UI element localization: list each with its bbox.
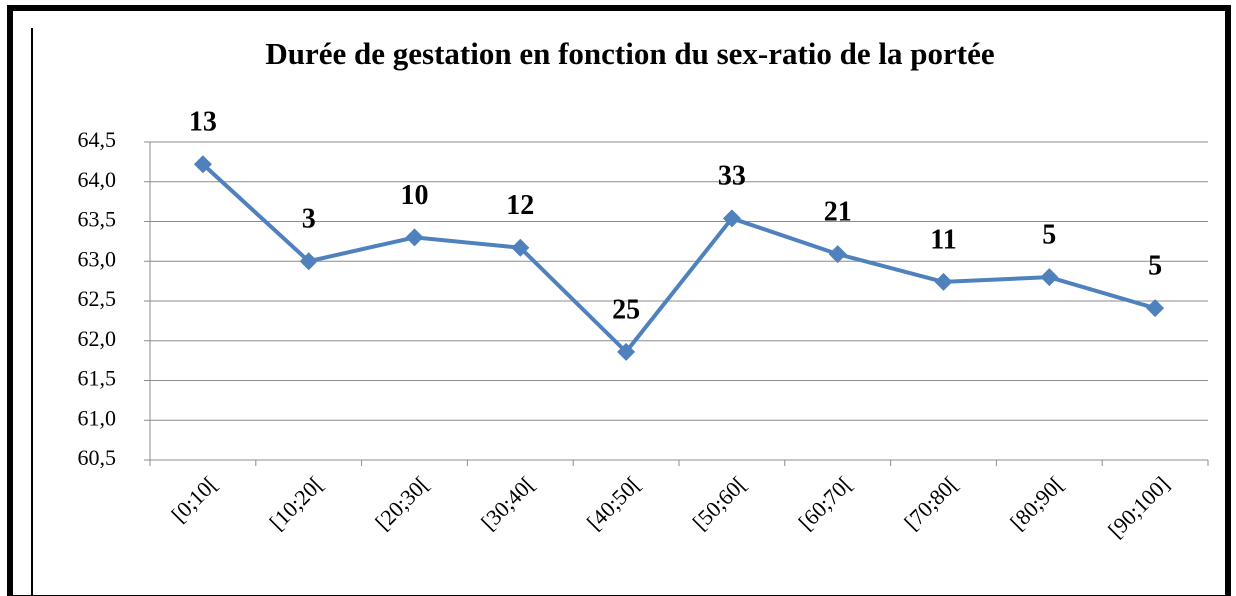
x-tick-label: [50;60[: [688, 471, 751, 534]
chart-title: Durée de gestation en fonction du sex-ra…: [265, 36, 995, 71]
marker: [722, 209, 741, 228]
marker: [1040, 268, 1059, 287]
y-tick-label: 60,5: [78, 445, 117, 470]
annotation: 3: [302, 204, 316, 235]
annotation: 12: [506, 190, 534, 221]
y-tick-label: 62,0: [78, 326, 117, 351]
y-tick-label: 62,5: [78, 286, 117, 311]
line: [201, 162, 1156, 354]
annotation: 25: [612, 294, 640, 325]
marker: [299, 252, 318, 271]
x-tick-label: [40;50[: [582, 471, 645, 534]
annotation: 21: [824, 197, 852, 228]
annotation: 5: [1042, 220, 1056, 251]
marker: [193, 155, 212, 174]
annotation: 13: [189, 107, 217, 138]
y-tick-label: 64,5: [78, 127, 117, 152]
x-tick-label: [30;40[: [476, 471, 539, 534]
annotation: 11: [930, 224, 956, 255]
annotation: 10: [401, 180, 429, 211]
marker: [828, 245, 847, 264]
marker: [617, 342, 636, 361]
x-tick-label: [60;70[: [793, 471, 856, 534]
x-tick-label: [90;100]: [1103, 471, 1174, 542]
x-tick-label: [20;30[: [370, 471, 433, 534]
x-tick-label: [0;10[: [166, 471, 222, 527]
y-tick-label: 63,5: [78, 207, 117, 232]
y-tick-label: 61,0: [78, 405, 117, 430]
marker: [405, 228, 424, 247]
y-tick-label: 61,5: [78, 366, 117, 391]
x-tick-label: [10;20[: [264, 471, 327, 534]
x-tick-label: [80;90[: [1005, 471, 1068, 534]
x-tick-label: [70;80[: [899, 471, 962, 534]
marker: [934, 272, 953, 291]
y-tick-label: 64,0: [78, 167, 117, 192]
annotation: 5: [1148, 251, 1162, 282]
frame: [7, 5, 1231, 596]
marker: [511, 238, 530, 257]
y-tick-label: 63,0: [78, 246, 117, 271]
annotation: 33: [718, 161, 746, 192]
marker: [1146, 299, 1165, 318]
